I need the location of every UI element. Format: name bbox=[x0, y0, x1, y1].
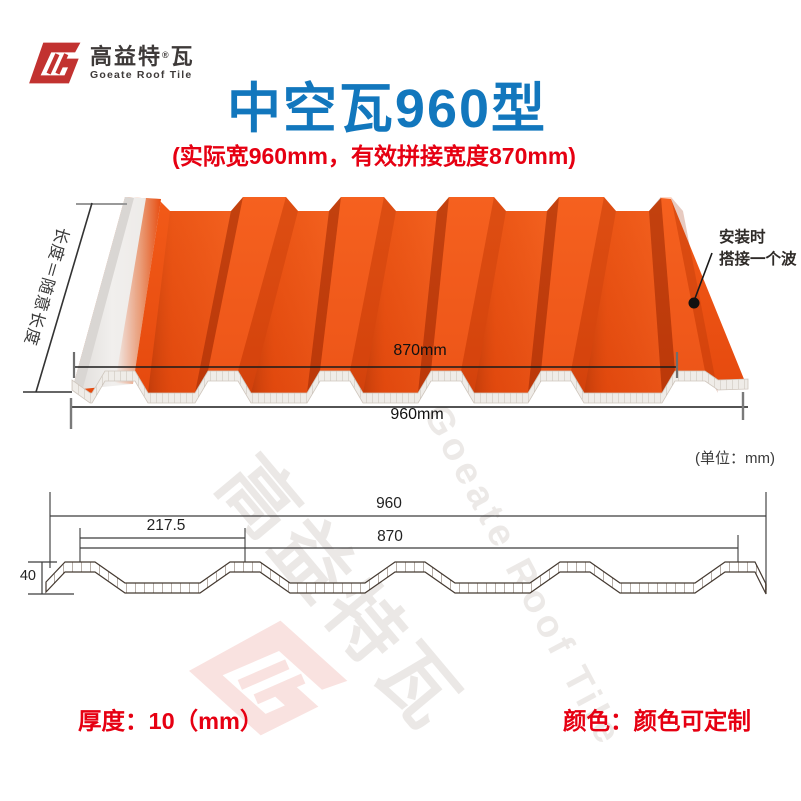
install-annotation-line2: 搭接一个波 bbox=[719, 249, 797, 271]
product-sheet-page: 高益特瓦 Goeate Roof Tile 高益特®瓦 Goeate Roof … bbox=[0, 0, 801, 801]
page-title: 中空瓦960型 bbox=[0, 64, 774, 143]
color-note: 颜色：颜色可定制 bbox=[563, 702, 751, 736]
dim-label-870mm: 870mm bbox=[345, 342, 495, 360]
section-dim-870: 870 bbox=[315, 528, 465, 546]
watermark-logo-icon bbox=[168, 577, 361, 768]
tile-photo-3d bbox=[72, 197, 748, 403]
install-annotation: 安装时 搭接一个波 bbox=[719, 227, 797, 272]
page-subtitle: (实际宽960mm，有效拼接宽度870mm) bbox=[0, 137, 748, 171]
length-annotation: 长度＝随意长度 bbox=[20, 225, 77, 349]
units-note: (单位：mm) bbox=[695, 447, 775, 468]
section-dim-960: 960 bbox=[314, 495, 464, 513]
thickness-note: 厚度：10（mm） bbox=[78, 702, 263, 736]
section-dim-40: 40 bbox=[0, 568, 36, 584]
registered-mark: ® bbox=[162, 50, 171, 60]
photo-dimension-lines bbox=[23, 203, 748, 429]
dim-label-960mm: 960mm bbox=[342, 406, 492, 424]
section-dim-217-5: 217.5 bbox=[91, 517, 241, 535]
install-annotation-line1: 安装时 bbox=[719, 227, 797, 249]
